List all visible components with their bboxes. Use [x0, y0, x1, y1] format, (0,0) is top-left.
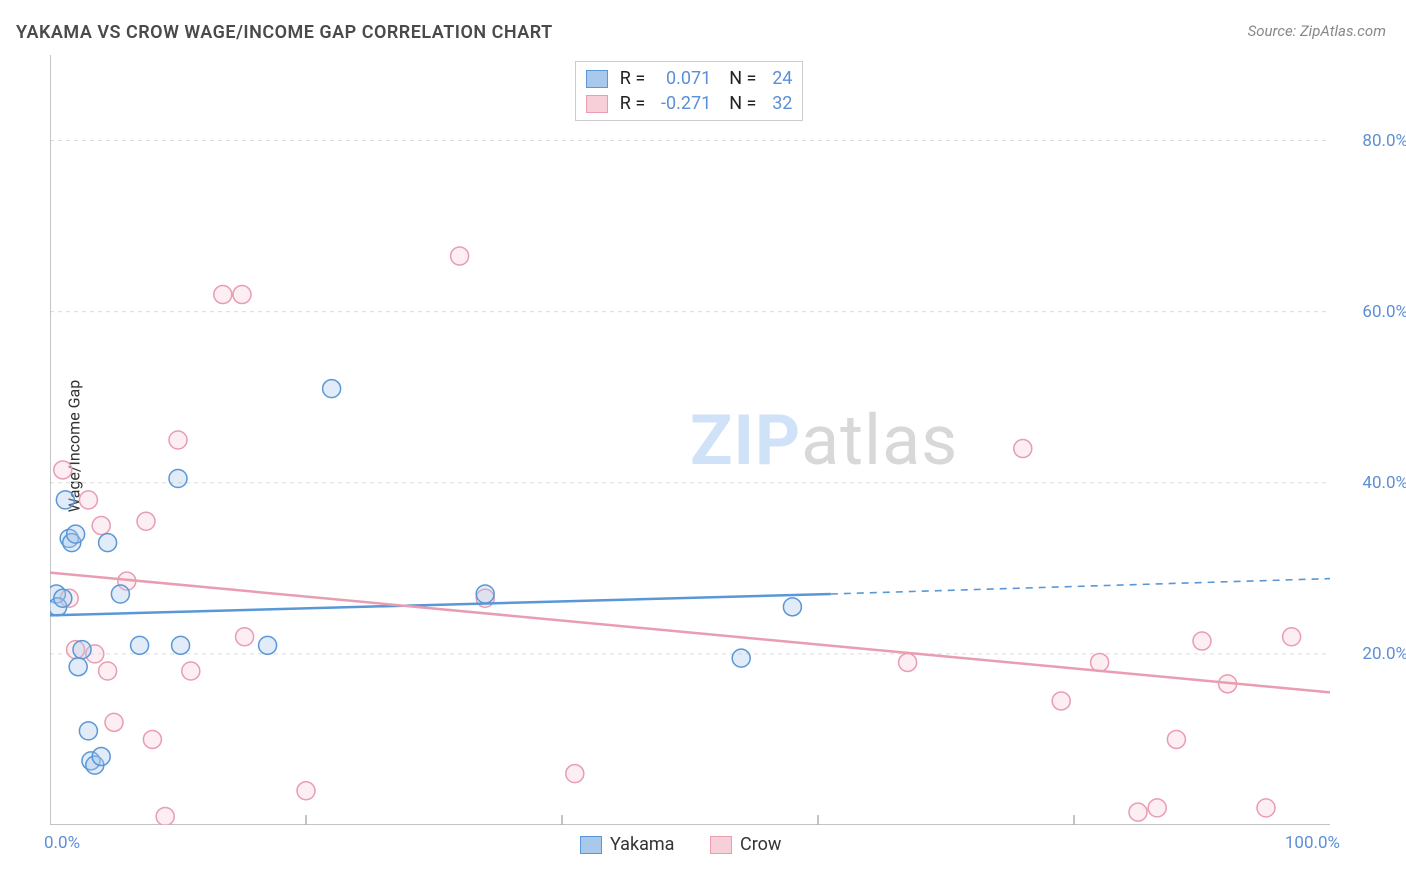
chart-title: YAKAMA VS CROW WAGE/INCOME GAP CORRELATI…: [16, 22, 553, 43]
scatter-chart-svg: [50, 55, 1330, 825]
r-value-crow: -0.271: [653, 93, 711, 114]
x-tick-max: 100.0%: [1285, 833, 1340, 853]
y-tick-label: 40.0%: [1362, 473, 1406, 493]
n-label: N =: [729, 93, 756, 114]
r-label: R =: [620, 93, 645, 114]
yakama-swatch-icon: [586, 70, 608, 88]
stats-row-crow: R = -0.271 N = 32: [586, 91, 793, 116]
n-value-crow: 32: [764, 93, 792, 114]
r-label: R =: [620, 68, 645, 89]
legend-crow: Crow: [710, 834, 781, 855]
n-value-yakama: 24: [764, 68, 792, 89]
legend-label-yakama: Yakama: [610, 834, 674, 855]
yakama-legend-swatch-icon: [580, 836, 602, 854]
source-attribution: Source: ZipAtlas.com: [1248, 22, 1386, 40]
n-label: N =: [729, 68, 756, 89]
crow-swatch-icon: [586, 95, 608, 113]
y-tick-label: 20.0%: [1362, 644, 1406, 664]
crow-legend-swatch-icon: [710, 836, 732, 854]
correlation-stats-box: R = 0.071 N = 24 R = -0.271 N = 32: [575, 61, 804, 121]
y-tick-label: 80.0%: [1362, 131, 1406, 151]
y-tick-label: 60.0%: [1362, 302, 1406, 322]
x-tick-min: 0.0%: [44, 833, 80, 853]
chart-area: ZIPatlas R = 0.071 N = 24 R = -0.271 N =…: [50, 55, 1330, 825]
legend-yakama: Yakama: [580, 834, 674, 855]
legend-label-crow: Crow: [740, 834, 781, 855]
r-value-yakama: 0.071: [653, 68, 711, 89]
stats-row-yakama: R = 0.071 N = 24: [586, 66, 793, 91]
